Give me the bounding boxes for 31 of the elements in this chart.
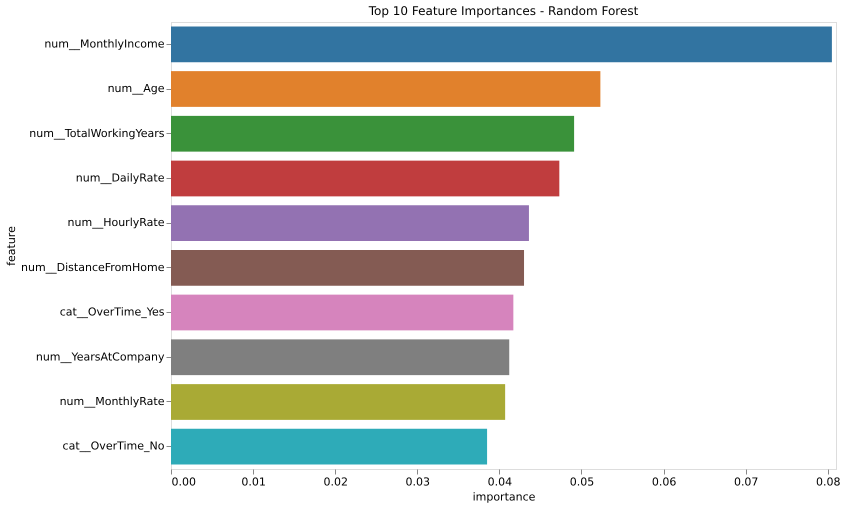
- x-tick-label: 0.07: [734, 476, 758, 488]
- bar: [171, 116, 574, 152]
- y-tick-label: num__Age: [108, 82, 165, 96]
- x-tick-label: 0.08: [816, 476, 841, 488]
- y-tick-label: cat__OverTime_No: [62, 440, 165, 453]
- y-tick-label: num__YearsAtCompany: [36, 350, 165, 364]
- x-axis-title: importance: [472, 490, 536, 504]
- bar: [171, 294, 514, 330]
- y-axis-title: feature: [5, 226, 18, 266]
- bar: [171, 428, 488, 465]
- bar: [171, 384, 506, 420]
- y-tick-label: num__DistanceFromHome: [21, 260, 165, 274]
- bar: [171, 160, 560, 196]
- y-tick-label: num__TotalWorkingYears: [29, 126, 165, 140]
- chart-title: Top 10 Feature Importances - Random Forest: [368, 4, 639, 18]
- y-tick-label: num__HourlyRate: [68, 216, 165, 230]
- bar: [171, 26, 832, 62]
- x-tick-label: 0.06: [652, 476, 676, 488]
- y-tick-label: num__MonthlyRate: [60, 394, 165, 408]
- x-tick-label: 0.01: [241, 476, 266, 488]
- bar: [171, 71, 600, 107]
- bar: [171, 250, 524, 286]
- bar: [171, 205, 529, 242]
- x-tick-label: 0.02: [323, 476, 348, 488]
- x-tick-label: 0.03: [406, 476, 430, 488]
- y-tick-label: num__DailyRate: [76, 171, 165, 184]
- y-tick-label: num__MonthlyIncome: [44, 37, 165, 50]
- x-tick-label: 0.00: [172, 476, 196, 488]
- y-tick-label: cat__OverTime_Yes: [60, 306, 165, 319]
- x-tick-label: 0.05: [570, 476, 594, 488]
- x-tick-label: 0.04: [488, 476, 512, 488]
